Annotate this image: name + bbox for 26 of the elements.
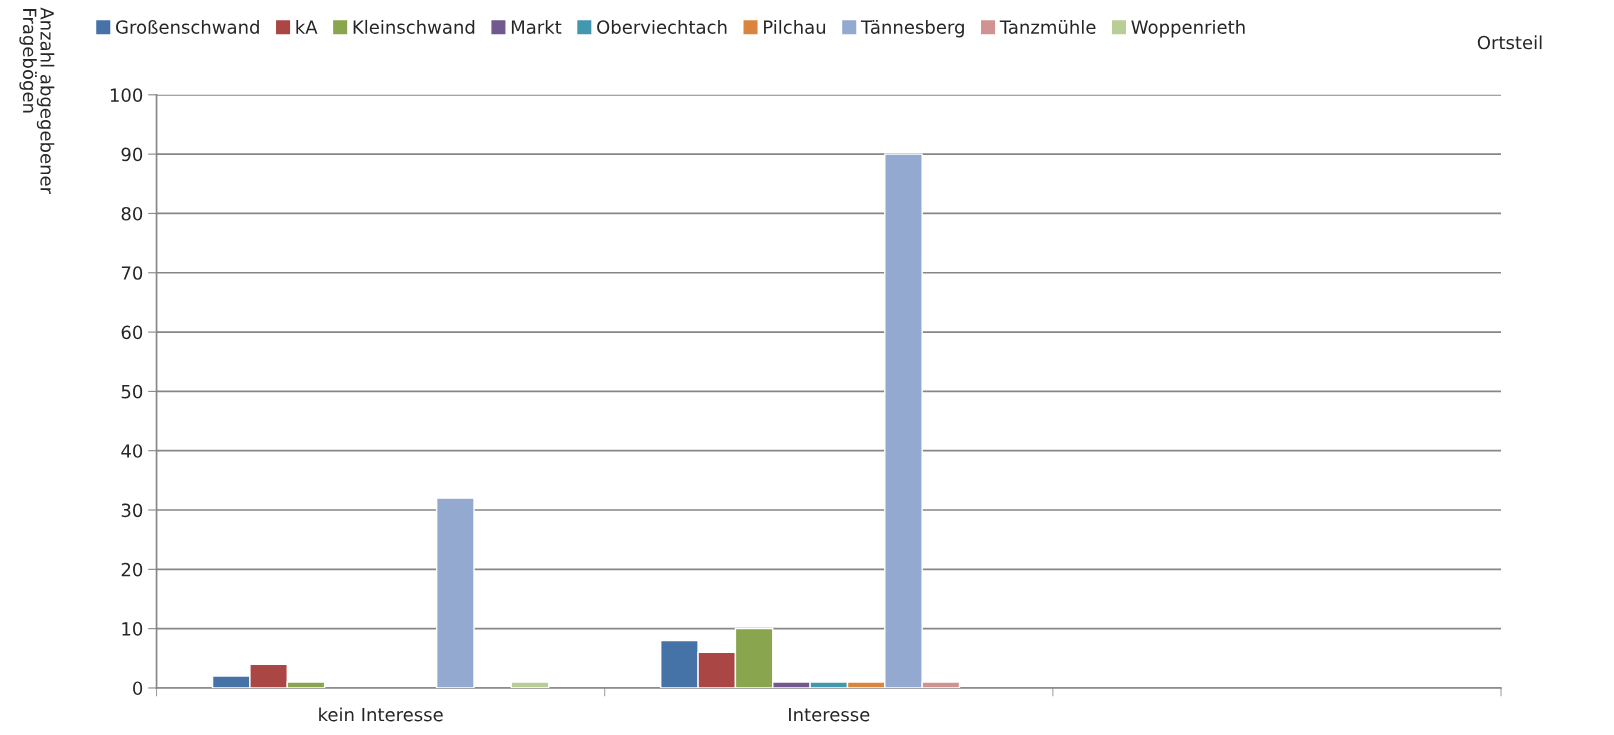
- legend-label: Tännesberg: [860, 19, 964, 38]
- y-tick-label: 0: [133, 681, 143, 696]
- x-tick-label: Interesse: [789, 707, 870, 722]
- y-tick-label: 60: [121, 325, 143, 340]
- legend-label: Woppenrieth: [1131, 19, 1245, 38]
- y-tick-label: 30: [121, 503, 143, 518]
- legend-label: Pilchau: [764, 19, 826, 34]
- y-tick-label: 90: [121, 147, 143, 162]
- legend-title: Ortsteil: [1477, 35, 1542, 50]
- legend-label: Oberviechtach: [597, 19, 727, 34]
- y-tick-label: 50: [121, 384, 143, 399]
- bar: [510, 681, 550, 688]
- y-tick-label: 70: [121, 266, 143, 280]
- legend-label: Markt: [511, 19, 562, 34]
- legend-label: Kleinschwand: [353, 19, 475, 34]
- y-tick-label: 100: [110, 88, 143, 102]
- legend-label: Großenschwand: [116, 19, 259, 34]
- y-tick-label: 20: [121, 562, 143, 577]
- legend-label: kA: [296, 19, 318, 34]
- bar: [435, 497, 475, 688]
- y-tick-label: 80: [121, 206, 143, 221]
- x-tick-label: kein Interesse: [319, 707, 443, 722]
- y-tick-label: 10: [122, 622, 143, 636]
- y-axis-title: Anzahl abgegebener Fragebögen: [19, 7, 55, 195]
- legend-label: Tanzmühle: [999, 19, 1096, 34]
- y-tick-label: 40: [121, 444, 143, 458]
